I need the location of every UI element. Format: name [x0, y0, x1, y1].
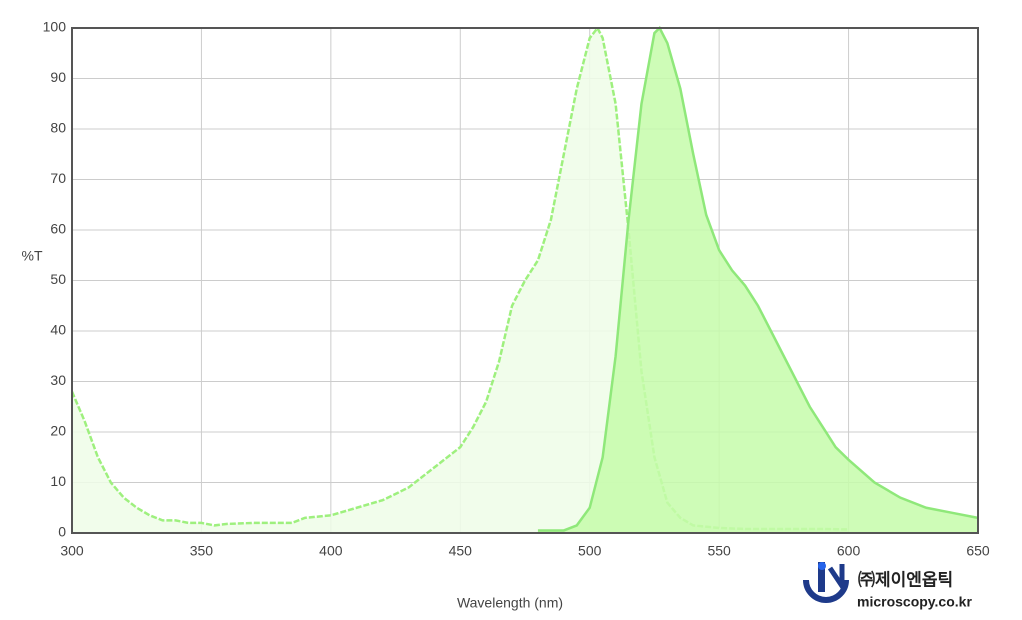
area [537, 28, 978, 533]
logo-url: microscopy.co.kr [857, 594, 972, 610]
logo-name: ㈜제이엔옵틱 [858, 569, 953, 589]
y-tick-label: 20 [50, 423, 66, 439]
logo-icon [818, 562, 826, 570]
x-tick-label: 450 [449, 543, 473, 559]
y-axis-label: %T [22, 248, 43, 264]
plot-border [71, 27, 979, 534]
x-tick-label: 350 [190, 543, 214, 559]
x-tick-label: 300 [60, 543, 84, 559]
logo: ㈜제이엔옵틱 microscopy.co.kr [803, 562, 972, 610]
x-tick-label: 600 [837, 543, 861, 559]
y-tick-label: 30 [50, 372, 66, 388]
x-axis-label: Wavelength (nm) [457, 595, 563, 611]
y-tick-label: 70 [50, 170, 66, 186]
line [537, 25, 979, 532]
x-tick-label: 550 [707, 543, 731, 559]
x-tick-label: 650 [966, 543, 990, 559]
y-tick-label: 0 [58, 524, 66, 540]
y-tick-label: 90 [50, 69, 66, 85]
x-tick-label: 500 [578, 543, 602, 559]
y-tick-label: 60 [50, 221, 66, 237]
y-tick-label: 100 [43, 19, 67, 35]
y-tick-label: 50 [50, 271, 66, 287]
y-tick-label: 10 [50, 473, 66, 489]
logo-icon [818, 562, 825, 592]
y-tick-label: 80 [50, 120, 66, 136]
logo-icon [827, 564, 845, 595]
x-tick-label: 400 [319, 543, 343, 559]
y-tick-label: 40 [50, 322, 66, 338]
